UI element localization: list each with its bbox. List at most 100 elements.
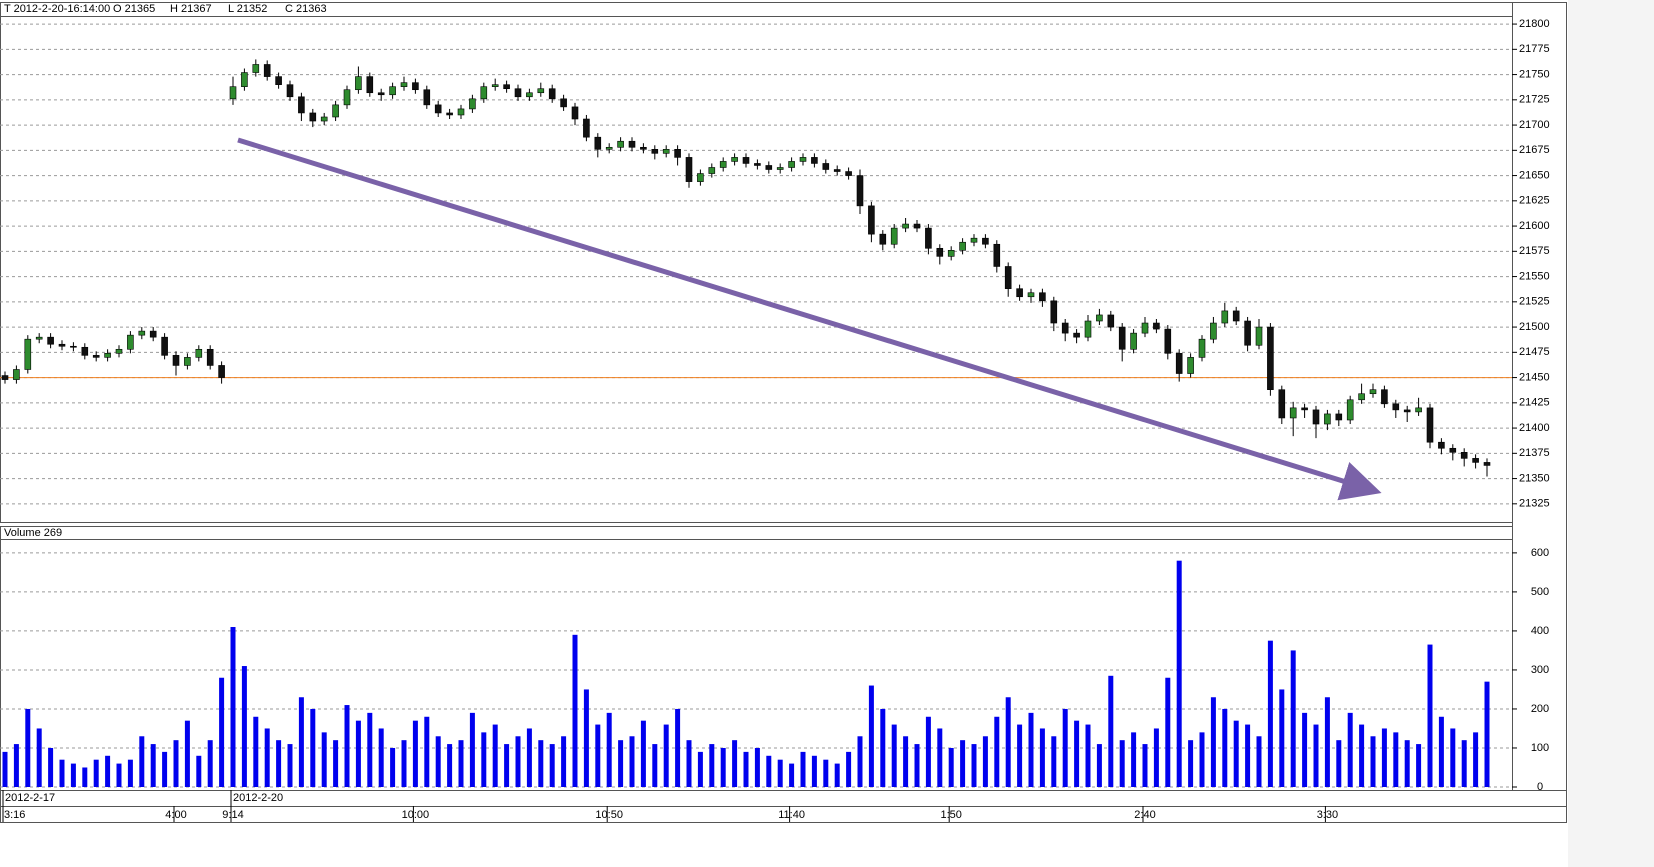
volume-bar — [1188, 740, 1194, 787]
volume-bar — [697, 751, 703, 787]
candle-body — [1335, 413, 1343, 421]
volume-bar — [1370, 736, 1376, 787]
volume-bar — [1393, 732, 1399, 787]
candle-body — [1039, 292, 1046, 302]
candle-body — [1175, 353, 1183, 374]
candle-body — [1358, 393, 1365, 401]
candle-body — [765, 165, 773, 170]
volume-bar — [93, 759, 99, 787]
candle-body — [560, 98, 567, 108]
y-tick-label: 100 — [1531, 742, 1549, 754]
volume-bar — [811, 755, 817, 787]
volume-bar — [469, 712, 475, 787]
candle-body — [161, 336, 168, 356]
volume-bar — [447, 744, 453, 787]
candle-body — [1210, 322, 1217, 340]
volume-bar — [1051, 736, 1057, 787]
volume-bar — [1153, 728, 1159, 787]
x-tick-label: 3:16 — [4, 809, 25, 821]
volume-bar — [36, 728, 42, 787]
volume-bar — [1096, 744, 1102, 787]
candle-body — [104, 353, 111, 358]
y-tick-label: 500 — [1531, 586, 1549, 598]
volume-bar — [321, 732, 327, 787]
volume-bar — [766, 755, 772, 787]
candle-body — [1, 375, 9, 380]
volume-bar — [481, 732, 487, 787]
candle-body — [1346, 399, 1354, 421]
y-tick-label: 21550 — [1519, 270, 1550, 282]
x-tick-label: 9:14 — [222, 809, 243, 821]
volume-bar — [1108, 675, 1114, 787]
candle-body — [184, 357, 191, 366]
candle-body — [1027, 292, 1035, 298]
candle-body — [332, 104, 339, 118]
candle-body — [434, 104, 442, 114]
volume-bar — [59, 759, 65, 787]
volume-bar — [720, 747, 726, 787]
y-tick-label: 21775 — [1519, 43, 1550, 55]
volume-bar — [1062, 708, 1068, 787]
candle-body — [1244, 320, 1251, 346]
candle-body — [275, 76, 282, 85]
candle-body — [1061, 322, 1069, 334]
volume-bar — [914, 744, 920, 787]
volume-bar — [310, 708, 316, 787]
y-tick-label: 21725 — [1519, 94, 1550, 106]
candle-body — [412, 82, 419, 91]
side-gutter — [1568, 0, 1654, 867]
candle-body — [24, 338, 32, 370]
volume-bar — [937, 728, 943, 787]
volume-bar — [116, 763, 122, 787]
candle-body — [35, 336, 43, 340]
volume-bar — [652, 744, 658, 787]
volume-bar — [25, 708, 31, 787]
candle-body — [115, 348, 123, 354]
volume-bar — [70, 763, 76, 787]
candle-body — [890, 227, 898, 245]
info-text: C 21363 — [285, 3, 327, 15]
volume-bar — [207, 740, 213, 787]
candle-body — [833, 169, 841, 172]
volume-bar — [1313, 724, 1319, 787]
volume-bar — [139, 736, 145, 787]
candle-body — [1369, 389, 1377, 395]
volume-bar — [1461, 740, 1467, 787]
candle-body — [172, 355, 180, 366]
y-tick-label: 21700 — [1519, 119, 1550, 131]
volume-bar — [675, 708, 681, 787]
volume-bar — [1131, 732, 1137, 787]
volume-bar — [253, 716, 259, 787]
y-tick-label: 21500 — [1519, 321, 1550, 333]
candle-body — [617, 140, 624, 148]
y-tick-label: 21375 — [1519, 447, 1550, 459]
volume-bar — [1267, 640, 1273, 787]
candle-body — [81, 346, 89, 356]
y-tick-label: 600 — [1531, 547, 1549, 559]
volume-bar — [287, 744, 293, 787]
candle-body — [1187, 357, 1194, 374]
y-tick-label: 21600 — [1519, 220, 1550, 232]
y-tick-label: 21425 — [1519, 397, 1550, 409]
candle-body — [708, 167, 716, 174]
volume-bar — [1347, 712, 1353, 787]
volume-bar — [1450, 728, 1456, 787]
candle-body — [571, 106, 579, 120]
volume-bar — [572, 634, 578, 787]
volume-bar — [948, 747, 954, 787]
volume-bar — [378, 728, 384, 787]
candle-body — [1267, 326, 1274, 390]
volume-bar — [1256, 736, 1262, 787]
candle-body — [959, 241, 966, 251]
candle-body — [788, 161, 795, 168]
volume-bar — [1484, 681, 1490, 787]
volume-bar — [333, 740, 339, 787]
candle-body — [1438, 441, 1445, 449]
y-tick-label: 21575 — [1519, 245, 1550, 257]
candle-body — [309, 112, 317, 122]
candle-body — [457, 108, 465, 116]
x-tick-label: 2:40 — [1134, 809, 1155, 821]
volume-bar — [82, 767, 88, 787]
volume-bar — [344, 705, 350, 787]
